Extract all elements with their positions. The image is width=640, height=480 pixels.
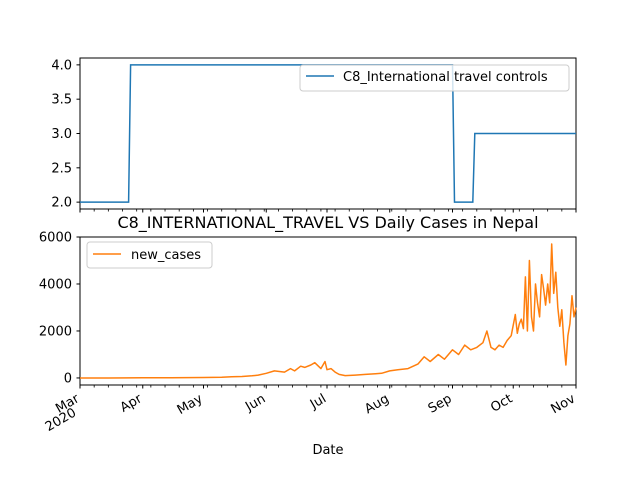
top-legend: C8_International travel controls <box>299 64 570 92</box>
series-line-c8-travel-controls <box>80 64 576 203</box>
top-axes: 2.0 2.5 3.0 3.5 4.0 C8_International travel … <box>51 57 577 213</box>
y-tick-label: 2.5 <box>51 161 72 176</box>
bottom-legend: new_cases <box>86 241 213 269</box>
chart-title: C8_INTERNATIONAL_TRAVEL VS Daily Cases i… <box>117 213 538 233</box>
bottom-axes-yticks: 0 2000 4000 6000 <box>39 231 80 386</box>
top-legend-label: C8_International travel controls <box>343 70 548 85</box>
y-tick-label: 2.0 <box>51 196 72 211</box>
y-tick-label: 6000 <box>39 231 72 246</box>
y-tick-label: 3.0 <box>51 127 72 142</box>
top-axes-series <box>80 64 576 203</box>
y-tick-label: 2000 <box>39 324 72 339</box>
y-tick-label: 3.5 <box>51 93 72 108</box>
top-legend-box <box>299 64 570 92</box>
bottom-axes-series <box>80 243 577 379</box>
y-tick-label: 4000 <box>39 277 72 292</box>
y-tick-label: 4.0 <box>51 58 72 73</box>
top-axes-yticks: 2.0 2.5 3.0 3.5 4.0 <box>51 58 80 211</box>
x-tick-label: Jul <box>307 391 329 412</box>
bottom-legend-box <box>86 241 213 269</box>
x-axis-label: Date <box>312 443 343 458</box>
series-line-new-cases <box>80 243 577 379</box>
y-tick-label: 0 <box>64 371 72 386</box>
bottom-legend-label: new_cases <box>131 248 201 263</box>
top-axes-xticks <box>79 209 577 213</box>
